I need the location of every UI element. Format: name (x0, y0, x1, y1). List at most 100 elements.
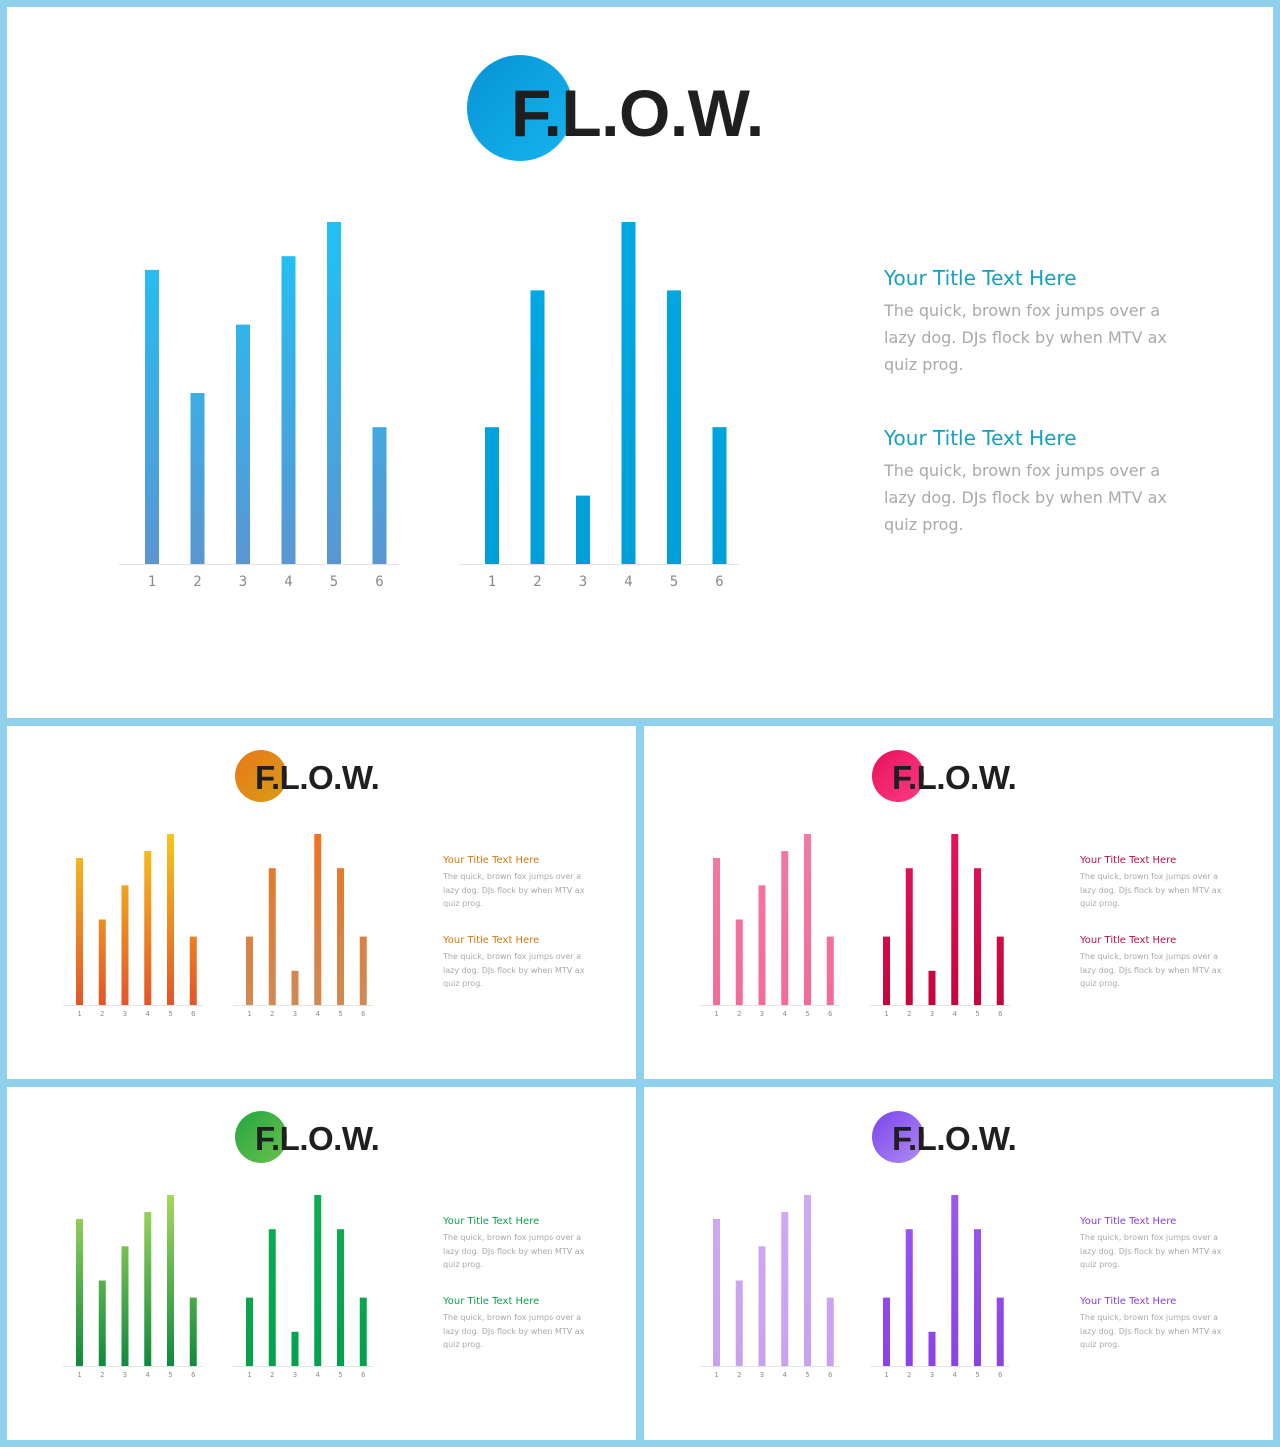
flow-logo: F.L.O.W. (235, 750, 395, 806)
body-line: lazy dog. DJs flock by when MTV ax (884, 488, 1167, 507)
block-body: The quick, brown fox jumps over a lazy do… (443, 950, 613, 991)
bar-chart-right: 1 2 3 4 5 6 (870, 1195, 1010, 1379)
slide-blue: F.L.O.W. 1 2 3 4 5 6 1 2 3 4 5 6 Your Title Text H… (7, 7, 1273, 718)
logo-circle-icon (872, 1111, 924, 1163)
bar-1 (883, 1297, 890, 1366)
bar-6 (359, 1297, 367, 1366)
slide-pink: F.L.O.W. 1 2 3 4 5 6 1 2 3 4 5 6 Your Title Text Here… (644, 726, 1273, 1079)
bar-6 (826, 936, 834, 1005)
bar-4 (281, 256, 296, 564)
logo-circle-icon (235, 750, 287, 802)
body-line: lazy dog. DJs flock by when MTV ax (443, 1326, 585, 1336)
bar-4 (314, 1195, 322, 1366)
block-title: Your Title Text Here (443, 1216, 540, 1227)
x-tick-label: 1 (714, 1371, 718, 1379)
body-line: The quick, brown fox jumps over a (443, 872, 582, 881)
logo-circle-icon (467, 55, 573, 161)
x-tick-label: 4 (953, 1371, 957, 1379)
block-title: Your Title Text Here (443, 935, 540, 946)
body-line: The quick, brown fox jumps over a (1080, 1233, 1219, 1242)
x-tick-label: 4 (284, 574, 292, 590)
x-tick-label: 3 (123, 1371, 127, 1379)
x-tick-label: 5 (338, 1010, 342, 1018)
logo-text: F.L.O.W. (511, 76, 764, 150)
x-tick-label: 1 (77, 1010, 81, 1018)
bar-3 (121, 1246, 129, 1366)
flow-logo: F.L.O.W. (872, 1111, 1032, 1167)
x-tick-label: 1 (714, 1010, 718, 1018)
body-line: lazy dog. DJs flock by when MTV ax (1080, 885, 1222, 895)
x-tick-label: 6 (828, 1371, 832, 1379)
x-tick-label: 3 (123, 1010, 127, 1018)
bar-4 (621, 222, 636, 564)
body-line: quiz prog. (884, 515, 964, 534)
x-tick-label: 3 (760, 1010, 764, 1018)
x-tick-label: 6 (191, 1371, 195, 1379)
x-tick-label: 3 (293, 1010, 297, 1018)
body-line: The quick, brown fox jumps over a (1080, 1313, 1219, 1322)
body-line: lazy dog. DJs flock by when MTV ax (1080, 1326, 1222, 1336)
logo-text: F.L.O.W. (892, 759, 1017, 796)
x-tick-label: 6 (361, 1371, 365, 1379)
x-tick-label: 3 (760, 1371, 764, 1379)
bar-chart-left: 1 2 3 4 5 6 (63, 834, 203, 1018)
x-tick-label: 4 (953, 1010, 957, 1018)
bar-chart-left: 1 2 3 4 5 6 (63, 1195, 203, 1379)
x-tick-label: 2 (907, 1010, 911, 1018)
bar-2 (735, 919, 743, 1005)
bar-2 (530, 290, 545, 564)
x-tick-label: 4 (146, 1371, 150, 1379)
x-tick-label: 2 (737, 1371, 741, 1379)
x-tick-label: 3 (930, 1010, 934, 1018)
bar-chart-right: 1 2 3 4 5 6 (233, 1195, 373, 1379)
bar-3 (236, 324, 250, 564)
logo-text: F.L.O.W. (892, 1120, 1017, 1157)
logo-circle-icon (235, 1111, 287, 1163)
x-tick-label: 5 (168, 1010, 172, 1018)
bar-6 (996, 936, 1004, 1005)
block-title: Your Title Text Here (884, 266, 1077, 290)
bar-3 (291, 1331, 299, 1366)
x-tick-label: 5 (330, 574, 338, 590)
bar-5 (804, 834, 811, 1005)
bar-4 (144, 851, 152, 1005)
body-line: quiz prog. (443, 979, 483, 988)
bar-1 (76, 1218, 83, 1366)
bar-chart-right: 1 2 3 4 5 6 (870, 834, 1010, 1018)
bar-2 (735, 1280, 743, 1366)
text-block-1: Your Title Text Here The quick, brown fo… (884, 265, 1184, 378)
x-tick-label: 4 (146, 1010, 150, 1018)
x-tick-label: 1 (884, 1371, 888, 1379)
slide-purple: F.L.O.W. 1 2 3 4 5 6 1 2 3 4 5 6 Your Title Text Here… (644, 1087, 1273, 1440)
x-tick-label: 4 (316, 1371, 320, 1379)
logo-text: F.L.O.W. (255, 759, 380, 796)
x-tick-label: 3 (579, 574, 587, 590)
bar-3 (576, 495, 590, 564)
body-line: The quick, brown fox jumps over a (884, 301, 1161, 320)
x-tick-label: 5 (805, 1371, 809, 1379)
bar-2 (268, 868, 276, 1005)
x-tick-label: 5 (670, 574, 678, 590)
bar-chart-right: 1 2 3 4 5 6 (459, 222, 739, 590)
x-tick-label: 6 (375, 574, 383, 590)
bar-6 (189, 936, 197, 1005)
body-line: quiz prog. (443, 1340, 483, 1349)
flow-logo: F.L.O.W. (872, 750, 1032, 806)
x-tick-label: 6 (828, 1010, 832, 1018)
bar-1 (145, 269, 159, 564)
bar-4 (781, 1212, 789, 1366)
text-block-2: Your Title Text Here The quick, brown fo… (884, 425, 1184, 538)
bar-2 (98, 1280, 106, 1366)
body-line: quiz prog. (884, 355, 964, 374)
block-body: The quick, brown fox jumps over a lazy d… (884, 297, 1184, 378)
body-line: lazy dog. DJs flock by when MTV ax (443, 885, 585, 895)
x-tick-label: 2 (270, 1371, 274, 1379)
text-block-2: Your Title Text Here The quick, brown fox… (1080, 1295, 1250, 1352)
x-tick-label: 1 (77, 1371, 81, 1379)
block-title: Your Title Text Here (884, 426, 1077, 450)
body-line: lazy dog. DJs flock by when MTV ax (1080, 965, 1222, 975)
bar-1 (246, 1297, 253, 1366)
block-title: Your Title Text Here (1080, 935, 1177, 946)
block-body: The quick, brown fox jumps over a lazy do… (1080, 1231, 1250, 1272)
body-line: The quick, brown fox jumps over a (1080, 952, 1219, 961)
